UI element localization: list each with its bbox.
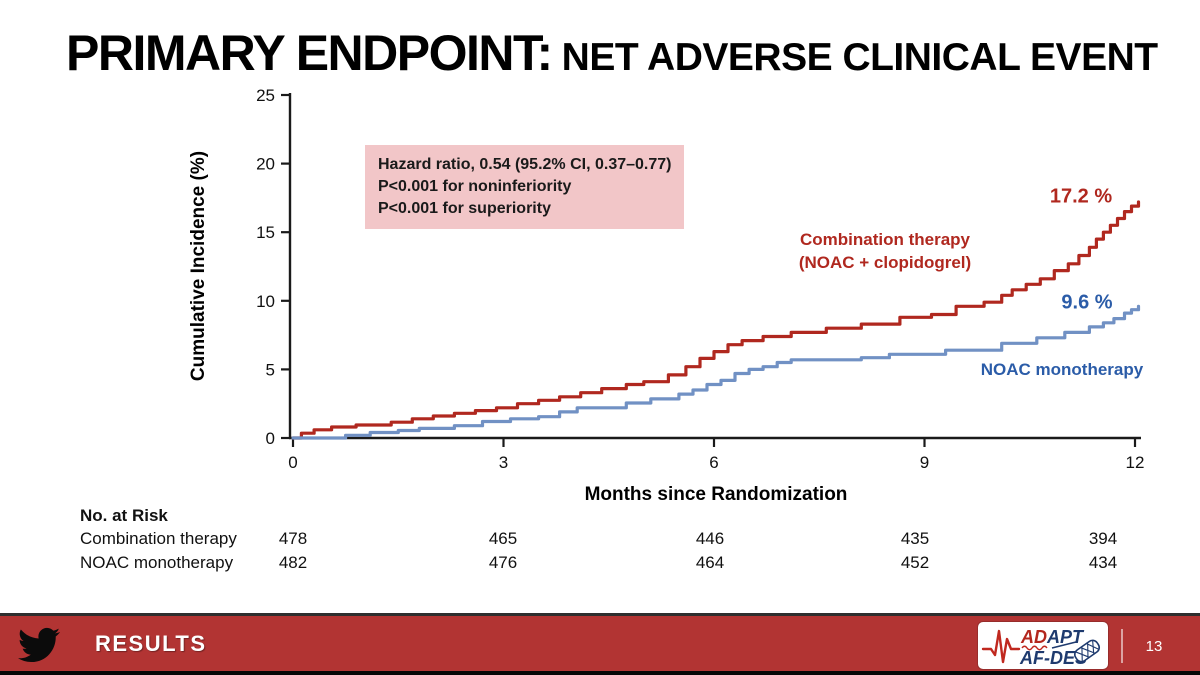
series-curve-0 [291,200,1141,440]
logo-text-adapt: ADAPT [1020,627,1085,647]
adapt-afdes-logo: ADAPT AF-DES [978,622,1108,669]
stent-icon [1073,639,1101,663]
at-risk-value: 446 [695,529,725,548]
combination-therapy-end-value: 17.2 % [1049,185,1113,208]
at-risk-value: 394 [1088,529,1118,548]
footer-bar: RESULTS ADAPT AF-DES 13 [0,616,1200,671]
y-axis-title: Cumulative Incidence (%) [188,150,209,382]
at-risk-value: 435 [900,529,930,548]
x-tick-label: 0 [288,453,297,472]
footer-section-label: RESULTS [95,630,207,656]
footer-black-strip [0,671,1200,675]
page-title-sub: NET ADVERSE CLINICAL EVENT [561,36,1158,79]
at-risk-value: 434 [1088,553,1118,572]
logo-text-afdes: AF-DES [1019,648,1087,668]
x-tick-label: 6 [709,453,718,472]
at-risk-value: 476 [488,553,518,572]
y-tick-label: 20 [256,155,275,174]
x-tick-label: 9 [920,453,929,472]
footer: RESULTS ADAPT AF-DES 13 [0,613,1200,675]
at-risk-value: 452 [900,553,930,572]
noninferiority-line: P<0.001 for noninferiority [378,178,572,196]
y-tick-label: 10 [256,292,275,311]
page-number: 13 [1145,638,1163,655]
x-tick-label: 3 [499,453,508,472]
page-title: PRIMARY ENDPOINT: NET ADVERSE CLINICAL EV… [66,24,1158,82]
y-tick-label: 5 [266,360,275,379]
twitter-icon [17,627,61,663]
at-risk-title: No. at Risk [80,506,168,525]
noac-monotherapy-end-value: 9.6 % [1061,291,1113,314]
at-risk-value: 464 [695,553,725,572]
series-curve-1 [291,304,1141,440]
footer-top-divider [0,613,1200,616]
at-risk-row-label-noac: NOAC monotherapy [80,553,234,572]
at-risk-value: 478 [278,529,308,548]
at-risk-row-label-combination: Combination therapy [80,529,237,548]
x-tick-label: 12 [1126,453,1145,472]
superiority-line: P<0.001 for superiority [378,200,551,218]
y-tick-label: 0 [266,429,275,448]
at-risk-value: 482 [278,553,308,572]
cumulative-incidence-chart: 0 5 10 15 20 25 0 3 6 9 12 [256,86,1145,472]
noac-monotherapy-series-label: NOAC monotherapy [980,360,1144,379]
combination-therapy-series-label: Combination therapy (NOAC + clopidogrel) [798,230,972,272]
hazard-ratio-annotation: Hazard ratio, 0.54 (95.2% CI, 0.37–0.77)… [365,145,685,230]
hazard-ratio-line: Hazard ratio, 0.54 (95.2% CI, 0.37–0.77) [378,156,672,173]
x-axis-title: Months since Randomization [584,484,848,505]
page-title-main: PRIMARY ENDPOINT: [66,25,553,81]
y-tick-label: 25 [256,86,275,105]
footer-logo-divider [1121,629,1123,663]
ecg-waveform-icon [981,629,1021,664]
at-risk-value: 465 [488,529,518,548]
y-tick-label: 15 [256,223,275,242]
